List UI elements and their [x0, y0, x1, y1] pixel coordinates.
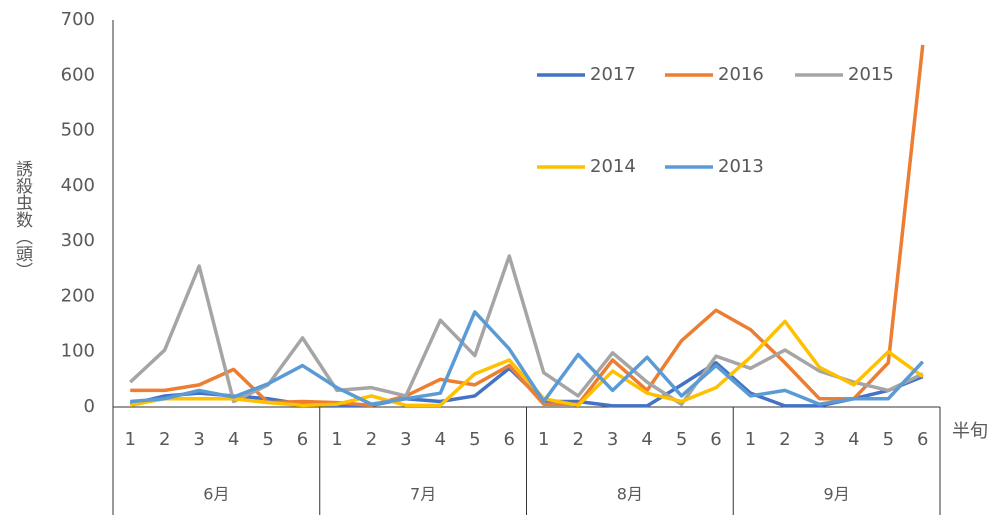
- y-tick-label: 200: [61, 285, 95, 306]
- legend-label: 2016: [718, 64, 764, 85]
- legend-label: 2017: [590, 64, 636, 85]
- x-tick-label: 5: [469, 429, 480, 450]
- series-line: [130, 44, 925, 408]
- x-tick-label: 1: [125, 429, 136, 450]
- y-tick-label: 700: [61, 9, 95, 30]
- x-tick-label: 1: [745, 429, 756, 450]
- x-tick-label: 1: [331, 429, 342, 450]
- series-line: [129, 319, 924, 408]
- x-tick-label: 4: [848, 429, 859, 450]
- x-tick-label: 1: [538, 429, 549, 450]
- x-tick-label: 2: [779, 429, 790, 450]
- legend-label: 2015: [848, 64, 894, 85]
- x-tick-label: 2: [366, 429, 377, 450]
- x-tick-label: 5: [676, 429, 687, 450]
- x-tick-label: 6: [917, 429, 928, 450]
- group-label: 6月: [203, 485, 229, 504]
- x-axis-label: 半旬: [952, 421, 988, 442]
- x-tick-label: 5: [883, 429, 894, 450]
- x-tick-label: 4: [228, 429, 239, 450]
- x-tick-label: 3: [814, 429, 825, 450]
- x-tick-label: 3: [607, 429, 618, 450]
- x-tick-label: 5: [262, 429, 273, 450]
- y-tick-label: 600: [61, 64, 95, 85]
- x-tick-label: 2: [572, 429, 583, 450]
- legend-label: 2014: [590, 156, 636, 177]
- x-tick-label: 4: [435, 429, 446, 450]
- x-tick-label: 2: [159, 429, 170, 450]
- y-tick-label: 500: [61, 120, 95, 141]
- x-tick-label: 3: [193, 429, 204, 450]
- group-label: 9月: [824, 485, 850, 504]
- y-tick-label: 0: [84, 396, 95, 417]
- x-tick-label: 3: [400, 429, 411, 450]
- y-tick-label: 300: [61, 230, 95, 251]
- x-tick-label: 6: [504, 429, 515, 450]
- group-label: 8月: [617, 485, 643, 504]
- legend-label: 2013: [718, 156, 764, 177]
- x-tick-label: 6: [710, 429, 721, 450]
- y-tick-label: 400: [61, 175, 95, 196]
- y-tick-label: 100: [61, 341, 95, 362]
- x-tick-label: 4: [641, 429, 652, 450]
- series-line: [130, 310, 925, 406]
- group-label: 7月: [410, 485, 436, 504]
- x-tick-label: 6: [297, 429, 308, 450]
- y-axis-label: 誘殺虫数（頭）: [12, 160, 33, 279]
